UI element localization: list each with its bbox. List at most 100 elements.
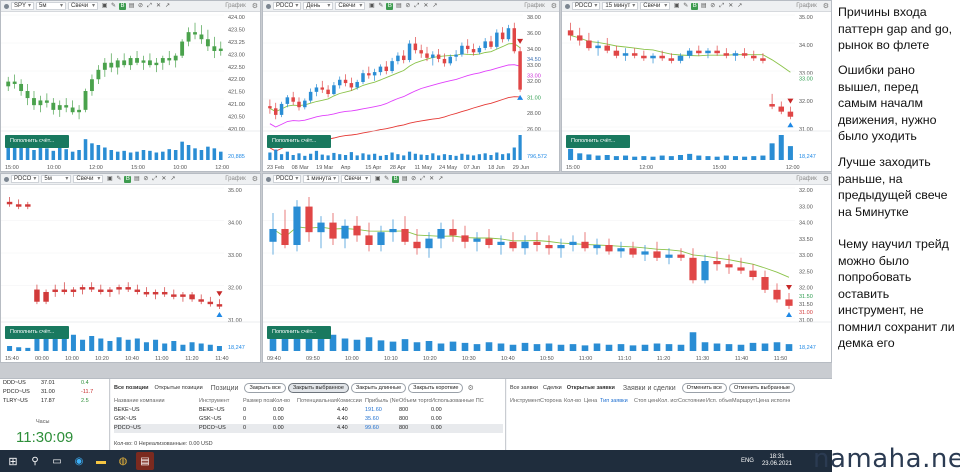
pencil-icon[interactable]: ✎ <box>378 2 384 9</box>
trend-icon[interactable]: ↗ <box>438 175 444 182</box>
tab-open-positions[interactable]: Открытые позиции <box>154 385 203 391</box>
language-indicator[interactable]: ENG <box>740 458 754 464</box>
buy-icon[interactable]: B <box>386 2 394 10</box>
expand-icon[interactable]: ⤢ <box>420 175 426 182</box>
chart-type-select[interactable]: Свечи <box>335 2 366 10</box>
column-header[interactable]: Исп. объем <box>706 398 732 404</box>
grid-icon[interactable]: ▣ <box>369 2 375 9</box>
pencil-icon[interactable]: ✎ <box>384 175 390 182</box>
edge-icon[interactable]: ◉ <box>74 455 84 467</box>
grid-icon[interactable]: ▣ <box>673 2 680 9</box>
expand-icon[interactable]: ⤢ <box>719 2 725 9</box>
table-row[interactable]: BEKE~US BEKE~US 0 0.00 4.40 191.60 800 0.00 <box>114 406 503 415</box>
watchlist-row[interactable]: PDCO~US 31.00 -11.7 <box>0 388 109 397</box>
crosshair-icon[interactable]: ⊘ <box>411 175 417 182</box>
chart-type-select[interactable]: Свечи <box>341 175 372 183</box>
trend-icon[interactable]: ↗ <box>432 2 438 9</box>
gear-icon[interactable]: ⚙ <box>251 3 258 10</box>
grid-icon[interactable]: ▣ <box>101 2 108 9</box>
column-header[interactable]: Сторона <box>540 398 562 404</box>
table-row[interactable]: PDCO~US PDCO~US 0 0.00 4.40 99.60 800 0.00 <box>114 424 503 433</box>
column-header[interactable]: Состояние <box>678 398 706 404</box>
chrome-icon[interactable]: ◍ <box>118 455 128 467</box>
tab-all-orders[interactable]: Все заявки <box>510 385 538 391</box>
drawing-icon[interactable]: ✕ <box>156 2 162 9</box>
ticker-select[interactable]: PDCO <box>11 175 40 183</box>
deposit-button[interactable]: Пополнить счёт... <box>267 135 331 148</box>
column-header[interactable]: Кол. исп. <box>658 398 678 404</box>
cancel-selected-button[interactable]: Отменить выбранные <box>728 383 795 393</box>
chart-pane-pdco-1m[interactable]: PDCO1 минутаСвечи▣✎B▤⊘⤢✕↗ График ⚙ 32.00 33.… <box>262 173 832 363</box>
buy-icon[interactable]: B <box>691 2 699 10</box>
gear-icon[interactable]: ⚙ <box>251 176 258 183</box>
folder-icon[interactable]: ▬ <box>96 455 106 467</box>
gear-icon[interactable]: ⚙ <box>822 176 829 183</box>
chart-type-select[interactable]: Свечи <box>68 2 99 10</box>
table-row[interactable]: GSK~US GSK~US 0 0.00 4.40 35.60 800 0.00 <box>114 415 503 424</box>
chart-type-select[interactable]: Свечи <box>640 2 671 10</box>
pencil-icon[interactable]: ✎ <box>111 2 117 9</box>
chart-pane-pdco-daily[interactable]: PDCOДеньСвечи▣✎B▤⊘⤢✕↗ График ⚙ 38.00 36.00 34… <box>262 0 560 172</box>
column-header[interactable]: Стоп цена <box>634 398 658 404</box>
close-selected-button[interactable]: Закрыть выбранное <box>287 383 349 393</box>
gear-icon[interactable]: ⚙ <box>467 385 474 392</box>
watchlist-row[interactable]: DDD~US 37.01 0.4 <box>0 379 109 388</box>
crosshair-icon[interactable]: ⊘ <box>710 2 716 9</box>
column-header[interactable]: Маршрут <box>732 398 756 404</box>
crosshair-icon[interactable]: ⊘ <box>405 2 411 9</box>
crosshair-icon[interactable]: ⊘ <box>143 175 149 182</box>
close-short-button[interactable]: Закрыть короткие <box>408 383 464 393</box>
drawing-icon[interactable]: ✕ <box>728 2 734 9</box>
column-header[interactable]: Кол-во <box>564 398 582 404</box>
layers-icon[interactable]: ▤ <box>401 175 408 182</box>
watchlist-row[interactable]: TLRY~US 17.87 2.5 <box>0 397 109 406</box>
deposit-button[interactable]: Пополнить счёт... <box>566 135 630 148</box>
gear-icon[interactable]: ⚙ <box>822 3 829 10</box>
chart-pane-spy[interactable]: SPY5мСвечи▣✎B▤⊘⤢ ✕↗ График ⚙ 424.00 423.50 423… <box>0 0 261 172</box>
tab-all-positions[interactable]: Все позиции <box>114 385 149 391</box>
column-header[interactable]: Цена <box>584 398 598 404</box>
interval-select[interactable]: День <box>303 2 334 10</box>
ticker-select[interactable]: PDCO <box>273 2 302 10</box>
buy-icon[interactable]: B <box>124 175 132 183</box>
close-all-button[interactable]: Закрыть все <box>244 383 286 393</box>
column-header[interactable]: Кол-во <box>273 398 291 404</box>
column-header[interactable]: Инструмент <box>199 398 230 404</box>
tab-trades[interactable]: Сделки <box>542 385 562 391</box>
column-header[interactable]: Комиссии <box>337 398 362 404</box>
expand-icon[interactable]: ⤢ <box>414 2 420 9</box>
expand-icon[interactable]: ⤢ <box>147 2 152 9</box>
column-header[interactable]: Название компании <box>114 398 165 404</box>
column-header[interactable]: Использованные ПС <box>431 398 484 404</box>
ticker-select[interactable]: PDCO <box>273 175 302 183</box>
link-dot-icon[interactable] <box>565 3 570 9</box>
column-header[interactable]: Прибыль (Net) <box>365 398 399 404</box>
ticker-select[interactable]: PDCO <box>572 2 601 10</box>
link-dot-icon[interactable] <box>266 3 271 9</box>
interval-select[interactable]: 1 минута <box>303 175 340 183</box>
buy-icon[interactable]: B <box>119 2 127 10</box>
drawing-icon[interactable]: ✕ <box>423 2 429 9</box>
drawing-icon[interactable]: ✕ <box>161 175 167 182</box>
search-icon[interactable]: ⚲ <box>31 455 39 467</box>
expand-icon[interactable]: ⤢ <box>152 175 158 182</box>
deposit-button[interactable]: Пополнить счёт... <box>5 326 69 339</box>
terminal-app-icon[interactable]: ▤ <box>136 452 154 470</box>
close-long-button[interactable]: Закрыть длинные <box>350 383 407 393</box>
layers-icon[interactable]: ▤ <box>700 2 707 9</box>
chart-type-select[interactable]: Свечи <box>73 175 104 183</box>
crosshair-icon[interactable]: ⊘ <box>138 2 144 9</box>
grid-icon[interactable]: ▣ <box>374 175 381 182</box>
chart-pane-pdco-15m[interactable]: PDCO15 минутСвечи▣✎B▤⊘⤢✕↗ График ⚙ 35.00 34.… <box>561 0 832 172</box>
interval-select[interactable]: 15 минут <box>602 2 639 10</box>
column-header[interactable]: Цена исполнения <box>756 398 790 404</box>
ticker-select[interactable]: SPY <box>11 2 35 10</box>
tab-open-orders[interactable]: Открытые заявки <box>566 385 615 391</box>
chart-pane-pdco-5m[interactable]: PDCO5мСвечи▣✎B▤⊘⤢✕↗ График ⚙ 35.00 34.00 33.0… <box>0 173 261 363</box>
windows-icon[interactable]: ⊞ <box>8 455 18 468</box>
deposit-button[interactable]: Пополнить счёт... <box>5 135 69 148</box>
column-header[interactable]: Размер позиции <box>243 398 273 404</box>
interval-select[interactable]: 5м <box>41 175 72 183</box>
task-view-icon[interactable]: ▭ <box>52 455 62 467</box>
layers-icon[interactable]: ▤ <box>134 175 140 182</box>
